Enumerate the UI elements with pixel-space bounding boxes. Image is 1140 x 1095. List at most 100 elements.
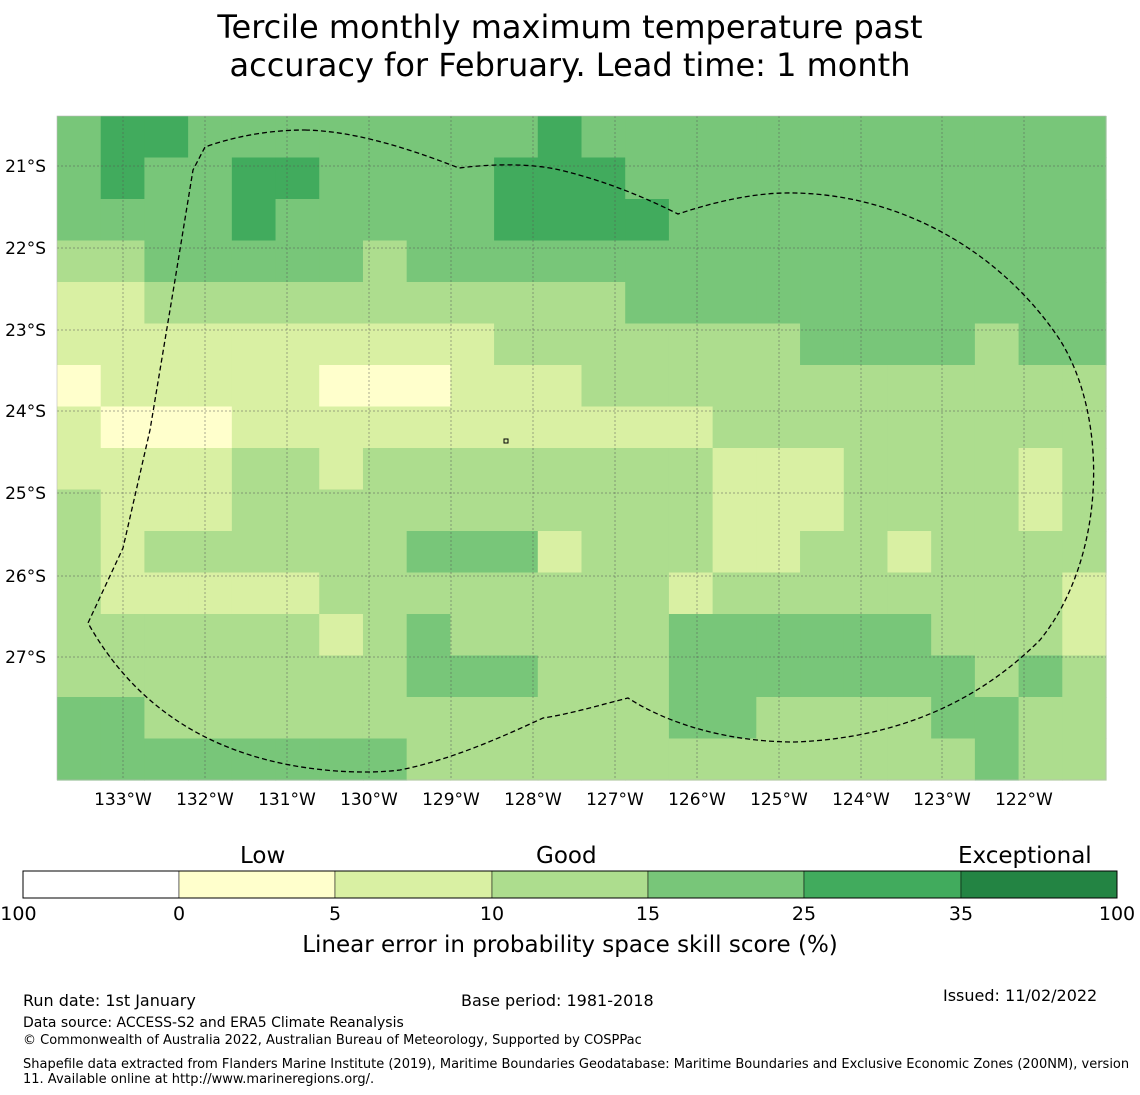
- grid-cell: [188, 323, 233, 366]
- latitude-tick-label: 21°S: [5, 157, 46, 177]
- grid-cell: [275, 199, 320, 242]
- grid-cell: [494, 697, 539, 740]
- grid-cell: [275, 365, 320, 408]
- grid-cell: [974, 116, 1020, 159]
- data-source: Data source: ACCESS-S2 and ERA5 Climate …: [23, 1015, 404, 1031]
- grid-cell: [887, 655, 932, 698]
- grid-cell: [756, 572, 801, 615]
- grid-cell: [1062, 448, 1107, 491]
- grid-cell: [668, 489, 714, 532]
- grid-cell: [144, 406, 189, 449]
- grid-cell: [843, 697, 889, 740]
- grid-cell: [450, 489, 495, 532]
- grid-cell: [1018, 406, 1063, 449]
- grid-cell: [668, 697, 714, 740]
- grid-cell: [756, 282, 801, 325]
- grid-cell: [57, 489, 102, 532]
- grid-cell: [887, 406, 932, 449]
- grid-cell: [843, 282, 889, 325]
- grid-cell: [931, 116, 976, 159]
- grid-cell: [231, 572, 277, 615]
- grid-cell: [581, 448, 626, 491]
- colorbar-segment: [491, 870, 649, 899]
- grid-cell: [406, 365, 451, 408]
- grid-cell: [406, 531, 451, 574]
- colorbar-tick: -100: [0, 903, 37, 925]
- grid-cell: [362, 448, 408, 491]
- grid-cell: [712, 572, 757, 615]
- grid-cell: [668, 240, 714, 283]
- grid-cell: [800, 738, 845, 781]
- grid-cell: [931, 531, 976, 574]
- longitude-tick-label: 123°W: [913, 790, 971, 810]
- grid-cell: [275, 531, 320, 574]
- grid-cell: [712, 448, 757, 491]
- grid-cell: [581, 531, 626, 574]
- grid-cell: [1018, 531, 1063, 574]
- grid-cell: [362, 738, 408, 781]
- grid-cell: [362, 655, 408, 698]
- grid-cell: [756, 697, 801, 740]
- grid-cell: [800, 614, 845, 657]
- latitude-tick-label: 26°S: [5, 567, 46, 587]
- skill-map: 133°W 132°W 131°W 130°W 129°W 128°W 127°W 126°W…: [5, 115, 1107, 810]
- grid-cell: [144, 282, 189, 325]
- grid-cell: [581, 655, 626, 698]
- grid-cell: [494, 738, 539, 781]
- grid-cell: [57, 157, 102, 200]
- grid-cell: [712, 697, 757, 740]
- grid-cell: [887, 199, 932, 242]
- grid-cell: [1062, 157, 1107, 200]
- grid-cell: [843, 655, 889, 698]
- grid-cell: [581, 406, 626, 449]
- colorbar-tick: 10: [479, 903, 505, 925]
- grid-cell: [144, 572, 189, 615]
- grid-cell: [231, 323, 277, 366]
- grid-cell: [887, 323, 932, 366]
- grid-cell: [537, 323, 583, 366]
- grid-cell: [188, 406, 233, 449]
- grid-cell: [450, 655, 495, 698]
- grid-cell: [57, 655, 102, 698]
- run-date: Run date: 1st January: [23, 991, 196, 1010]
- grid-cell: [843, 323, 889, 366]
- grid-cell: [668, 655, 714, 698]
- grid-cell: [800, 697, 845, 740]
- grid-cell: [1018, 199, 1063, 242]
- grid-cell: [1062, 282, 1107, 325]
- grid-cell: [275, 489, 320, 532]
- grid-cell: [843, 489, 889, 532]
- longitude-tick-label: 133°W: [94, 790, 152, 810]
- grid-cell: [319, 116, 364, 159]
- grid-cell: [362, 240, 408, 283]
- grid-cell: [494, 655, 539, 698]
- grid-cell: [800, 406, 845, 449]
- grid-cell: [188, 572, 233, 615]
- grid-cell: [668, 448, 714, 491]
- grid-cell: [319, 199, 364, 242]
- grid-cell: [800, 655, 845, 698]
- grid-cell: [494, 365, 539, 408]
- grid-cell: [494, 531, 539, 574]
- longitude-tick-label: 126°W: [668, 790, 726, 810]
- grid-cell: [406, 614, 451, 657]
- grid-cell: [275, 655, 320, 698]
- grid-cell: [319, 531, 364, 574]
- grid-cell: [406, 448, 451, 491]
- grid-cell: [362, 572, 408, 615]
- map-frame: [56, 115, 1107, 781]
- grid-cell: [450, 531, 495, 574]
- latitude-tick-label: 24°S: [5, 402, 46, 422]
- grid-cell: [57, 240, 102, 283]
- grid-cell: [800, 448, 845, 491]
- grid-cell: [144, 697, 189, 740]
- grid-cell: [144, 655, 189, 698]
- chart-title-line-2: accuracy for February. Lead time: 1 mont…: [229, 46, 911, 84]
- grid-cell: [974, 406, 1020, 449]
- grid-cell: [450, 448, 495, 491]
- grid-cell: [931, 489, 976, 532]
- grid-cell: [1062, 572, 1107, 615]
- grid-cell: [843, 365, 889, 408]
- grid-cell: [275, 614, 320, 657]
- grid-cell: [57, 531, 102, 574]
